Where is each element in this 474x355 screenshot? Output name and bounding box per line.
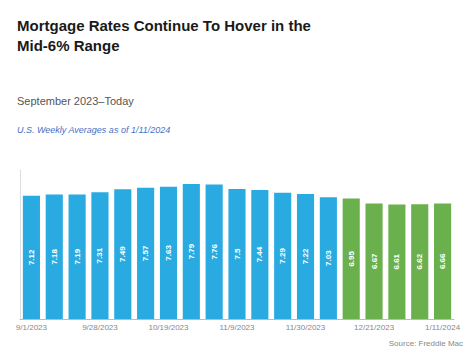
svg-text:Mortgage Rates Continue To Hov: Mortgage Rates Continue To Hover in the bbox=[17, 17, 311, 34]
svg-text:11/9/2023: 11/9/2023 bbox=[220, 323, 256, 332]
svg-text:6.61: 6.61 bbox=[392, 253, 401, 269]
svg-text:1/11/2024: 1/11/2024 bbox=[425, 323, 461, 332]
svg-text:7.49: 7.49 bbox=[118, 246, 127, 262]
svg-text:12/21/2023: 12/21/2023 bbox=[354, 323, 395, 332]
svg-text:6.62: 6.62 bbox=[415, 253, 424, 269]
svg-text:7.79: 7.79 bbox=[187, 243, 196, 259]
svg-text:7.19: 7.19 bbox=[73, 248, 82, 264]
svg-text:7.29: 7.29 bbox=[278, 248, 287, 264]
svg-text:7.18: 7.18 bbox=[50, 248, 59, 264]
svg-text:7.5: 7.5 bbox=[233, 248, 242, 260]
svg-text:6.95: 6.95 bbox=[347, 250, 356, 266]
svg-text:10/19/2023: 10/19/2023 bbox=[148, 323, 189, 332]
svg-text:6.66: 6.66 bbox=[438, 253, 447, 269]
svg-text:6.67: 6.67 bbox=[370, 253, 379, 269]
svg-text:9/1/2023: 9/1/2023 bbox=[16, 323, 48, 332]
svg-text:Mid-6% Range: Mid-6% Range bbox=[17, 37, 120, 54]
svg-text:7.76: 7.76 bbox=[210, 243, 219, 259]
svg-text:7.57: 7.57 bbox=[141, 245, 150, 261]
svg-text:11/30/2023: 11/30/2023 bbox=[286, 323, 326, 332]
svg-text:7.31: 7.31 bbox=[95, 247, 104, 263]
svg-text:7.63: 7.63 bbox=[164, 245, 173, 261]
svg-text:7.22: 7.22 bbox=[301, 248, 310, 264]
svg-text:7.03: 7.03 bbox=[324, 250, 333, 266]
svg-text:U.S. Weekly Averages as of 1/1: U.S. Weekly Averages as of 1/11/2024 bbox=[17, 125, 170, 135]
svg-text:7.44: 7.44 bbox=[255, 246, 264, 262]
svg-text:7.12: 7.12 bbox=[27, 249, 36, 265]
svg-text:Source: Freddie Mac: Source: Freddie Mac bbox=[389, 339, 463, 348]
svg-text:9/28/2023: 9/28/2023 bbox=[82, 323, 118, 332]
svg-text:September 2023–Today: September 2023–Today bbox=[17, 95, 134, 107]
